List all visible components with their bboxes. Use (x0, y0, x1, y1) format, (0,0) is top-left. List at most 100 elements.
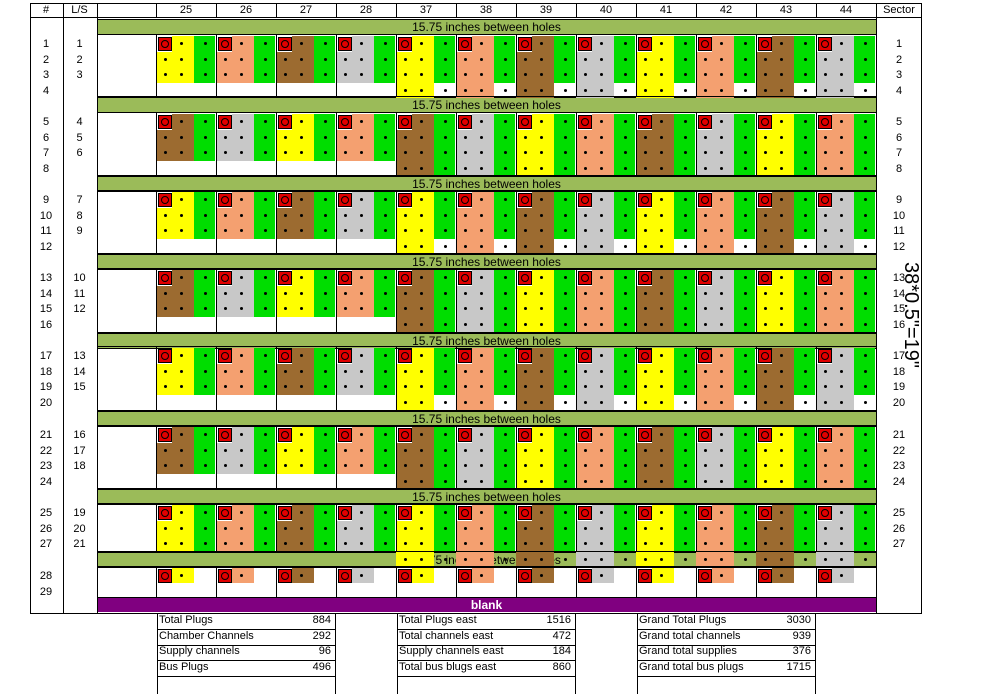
channel-dot (240, 229, 243, 233)
group-col-sep (156, 268, 157, 332)
channel-dot (404, 151, 407, 155)
channel-dot (824, 229, 827, 233)
marker-icon (158, 428, 172, 442)
channel-dot (180, 42, 183, 45)
group-top (97, 34, 876, 35)
module-block (532, 114, 554, 177)
channel-dot (360, 369, 363, 373)
channel-dot (224, 57, 227, 61)
channel-dot (344, 151, 347, 155)
marker-icon (578, 271, 592, 285)
summary-label: Total bus blugs east (399, 660, 497, 673)
channel-dot (384, 369, 387, 373)
channel-dot (404, 57, 407, 61)
spacing-band: 15.75 inches between holes (97, 176, 876, 192)
channel-dot (600, 291, 603, 295)
channel-dot (660, 57, 663, 61)
ls-number: 5 (76, 131, 83, 144)
group-col-sep (756, 346, 757, 410)
marker-icon (638, 569, 652, 583)
channel-dot (624, 479, 627, 483)
sector-number: 23 (892, 460, 906, 473)
module-block (352, 114, 374, 161)
channel-dot (584, 526, 587, 530)
group-col-sep (576, 346, 577, 410)
channel-dot (704, 464, 707, 468)
frame-vline (63, 3, 64, 614)
marker-icon (218, 569, 232, 583)
channel-dot (404, 88, 407, 92)
channel-dot (224, 73, 227, 77)
module-block (412, 568, 434, 583)
channel-dot (744, 433, 747, 436)
marker-icon (398, 349, 412, 363)
channel-dot (180, 574, 183, 577)
channel-dot (564, 400, 567, 404)
marker-icon (698, 115, 712, 129)
channel-dot (840, 433, 843, 436)
summary-row-line (157, 644, 335, 646)
channel-dot (264, 42, 267, 45)
channel-dot (540, 151, 543, 155)
channel-dot (564, 354, 567, 357)
module-block-left (336, 285, 352, 317)
channel-dot (464, 542, 467, 546)
module-block (472, 568, 494, 583)
channel-dot (660, 464, 663, 468)
channel-dot (764, 135, 767, 139)
channel-dot (804, 135, 807, 139)
sector-number: 26 (892, 522, 906, 535)
module-block (772, 192, 794, 255)
summary-row-line (157, 660, 335, 661)
sector-number: 7 (895, 147, 903, 160)
channel-dot (600, 57, 603, 61)
channel-dot (624, 229, 627, 233)
channel-dot (840, 542, 843, 546)
module-block (712, 505, 734, 568)
module-block (532, 270, 554, 333)
channel-dot (300, 464, 303, 468)
summary-label: Grand total bus plugs (639, 660, 744, 673)
channel-dot (404, 448, 407, 452)
channel-dot (864, 400, 867, 404)
channel-dot (624, 291, 627, 295)
channel-dot (504, 213, 507, 217)
ls-number: 20 (73, 522, 86, 535)
channel-dot (684, 42, 687, 45)
channel-dot (584, 151, 587, 155)
ls-number: 18 (73, 460, 86, 473)
channel-dot (464, 88, 467, 92)
row-number: 29 (39, 585, 53, 598)
channel-dot (480, 557, 483, 561)
channel-dot (564, 276, 567, 279)
sector-number: 4 (895, 84, 903, 97)
channel-dot (644, 135, 647, 139)
row-number: 7 (42, 147, 50, 160)
row-number: 22 (39, 444, 53, 457)
green-strip (434, 270, 455, 333)
ls-number: 1 (76, 38, 83, 50)
channel-dot (284, 73, 287, 77)
channel-dot (480, 526, 483, 530)
channel-dot (300, 385, 303, 389)
channel-dot (804, 276, 807, 279)
summary-row-line (157, 675, 335, 677)
summary-row-line (397, 644, 575, 646)
group-col-sep (216, 190, 217, 253)
channel-dot (480, 433, 483, 436)
marker-icon (638, 506, 652, 520)
channel-dot (684, 307, 687, 311)
marker-icon (278, 193, 292, 207)
channel-dot (300, 433, 303, 436)
channel-dot (744, 166, 747, 170)
channel-dot (344, 135, 347, 139)
channel-dot (840, 448, 843, 452)
sector-number: 1 (895, 38, 903, 50)
channel-dot (504, 73, 507, 77)
module-block (832, 114, 854, 177)
marker-icon (758, 193, 772, 207)
channel-dot (240, 448, 243, 452)
channel-dot (600, 73, 603, 77)
module-block (592, 568, 614, 583)
marker-icon (518, 428, 532, 442)
